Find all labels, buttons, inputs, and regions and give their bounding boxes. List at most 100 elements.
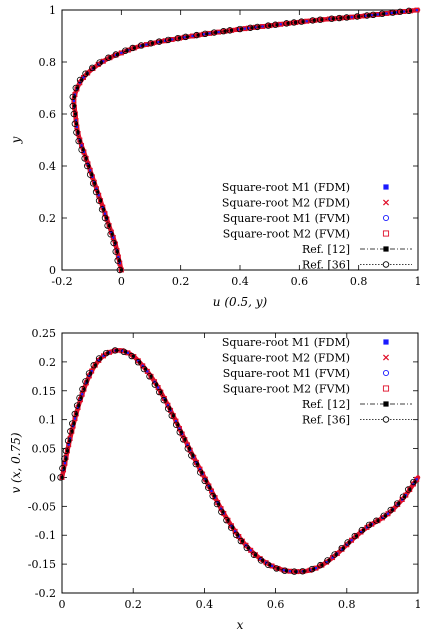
- series-marker-ref12: [231, 526, 235, 530]
- series-marker-m1-fdm: [75, 125, 78, 129]
- series-marker-m1-fdm: [97, 359, 100, 362]
- series-marker-m2-fvm: [106, 223, 112, 229]
- series-marker-m2-fvm: [131, 45, 137, 51]
- series-marker-m1-fdm: [217, 31, 220, 34]
- series-marker-m1-fdm: [210, 489, 213, 493]
- series-marker-ref12: [78, 139, 82, 143]
- series-marker-ref12: [275, 23, 279, 27]
- series-marker-m1-fdm: [259, 557, 262, 560]
- series-marker-m1-fdm: [191, 34, 194, 38]
- series-marker-ref12: [171, 414, 175, 418]
- series-marker-m1-fdm: [174, 420, 178, 423]
- series-marker-m1-fdm: [139, 44, 142, 48]
- legend-marker: [382, 369, 390, 377]
- series-marker-ref12: [76, 131, 80, 134]
- series-marker-m2-fvm: [115, 254, 121, 260]
- series-marker-m1-fdm: [102, 354, 105, 357]
- series-marker-m2-fvm: [338, 15, 344, 21]
- series-marker-m2-fvm: [285, 20, 291, 26]
- series-marker-ref12: [339, 16, 343, 20]
- series-marker-m1-fdm: [415, 478, 418, 481]
- series-marker-ref12: [149, 374, 153, 378]
- legend-marker: [383, 401, 389, 407]
- series-marker-m2-fvm: [257, 556, 263, 562]
- series-marker-m2-fvm: [92, 362, 98, 368]
- x-tick-label: 0.6: [291, 275, 309, 288]
- series-marker-m1-fdm: [103, 212, 107, 215]
- series-marker-m1-fdm: [118, 261, 121, 265]
- series-marker-m1-fdm: [365, 526, 369, 529]
- series-marker-ref12: [204, 479, 208, 483]
- series-marker-m2-fvm: [319, 562, 325, 568]
- legend-marker: [382, 385, 390, 392]
- x-tick-label: 1: [415, 598, 422, 611]
- series-marker-ref12: [144, 367, 147, 371]
- series-marker-m2-fvm: [195, 32, 201, 38]
- x-tick-label: 0.2: [172, 275, 190, 288]
- series-marker-ref12: [320, 563, 324, 567]
- series-marker-ref12: [74, 412, 78, 416]
- series-marker-ref12: [346, 16, 350, 19]
- series-marker-ref12: [408, 9, 412, 13]
- series-marker-m2-fvm: [278, 21, 284, 27]
- legend-label: Square-root M1 (FDM): [222, 336, 350, 349]
- series-marker-m2-fvm: [71, 98, 77, 104]
- series-marker-m2-fvm: [358, 529, 364, 535]
- series-marker-m2-fvm: [267, 23, 273, 29]
- series-marker-ref12: [257, 25, 261, 29]
- legend-label: Ref. [12]: [302, 398, 350, 411]
- series-marker-ref12: [179, 430, 183, 434]
- series-marker-ref12: [217, 502, 220, 506]
- series-marker-m1-fdm: [82, 76, 85, 79]
- series-marker-ref12: [354, 534, 358, 538]
- series-marker-ref12: [187, 447, 191, 450]
- series-marker-ref12: [84, 157, 88, 160]
- legend-label: Square-root M1 (FVM): [223, 212, 350, 225]
- series-marker-ref12: [77, 404, 81, 407]
- series-marker-m1-fdm: [385, 12, 388, 15]
- legend-label: Ref. [12]: [302, 243, 350, 256]
- y-tick-label: 0.05: [32, 443, 57, 456]
- series-marker-ref12: [382, 12, 386, 16]
- series-marker-m1-fdm: [90, 370, 93, 373]
- series-marker-m2-fvm: [170, 413, 176, 419]
- series-marker-m2-fvm: [119, 348, 125, 354]
- series-marker-m1-fdm: [254, 26, 257, 29]
- series-marker-ref12: [312, 19, 316, 22]
- x-tick-label: 0: [118, 275, 125, 288]
- series-marker-ref12: [400, 10, 403, 14]
- series-marker-ref12: [117, 259, 121, 262]
- legend-marker: [382, 199, 390, 206]
- y-axis-label: y: [9, 136, 23, 144]
- series-marker-m2-fvm: [148, 373, 154, 379]
- series-marker-ref12: [115, 349, 118, 352]
- series-marker-m2-fvm: [66, 442, 72, 448]
- series-marker-m1-fdm: [73, 417, 77, 420]
- series-marker-m1-fdm: [282, 569, 286, 572]
- series-marker-ref12: [113, 241, 117, 245]
- series-marker-ref12: [334, 553, 338, 556]
- series-marker-m2-fvm: [69, 428, 75, 434]
- series-marker-m1-fdm: [404, 494, 407, 497]
- series-marker-m2-fvm: [356, 14, 362, 19]
- series-marker-m2-fvm: [225, 517, 231, 523]
- legend-label: Ref. [36]: [302, 259, 350, 272]
- series-marker-m1-fdm: [328, 17, 331, 21]
- series-marker-ref12: [178, 36, 181, 40]
- y-tick-label: 0.25: [32, 327, 57, 340]
- legend-marker: [383, 246, 389, 252]
- x-tick-label: 0.8: [338, 598, 356, 611]
- series-marker-ref12: [236, 533, 239, 537]
- series-marker-m2-fvm: [414, 7, 420, 13]
- series-marker-ref12: [141, 44, 145, 47]
- series-marker-m1-fdm: [110, 230, 113, 234]
- x-tick-label: -0.2: [51, 275, 72, 288]
- series-marker-m1-fdm: [249, 549, 252, 552]
- series-marker-m2-fvm: [275, 565, 281, 571]
- series-marker-m1-fdm: [234, 530, 237, 533]
- series-marker-ref12: [341, 546, 345, 550]
- series-marker-ref12: [99, 61, 103, 64]
- series-marker-ref12: [93, 181, 97, 185]
- chart-v-profile: 0 0.2 0.4 0.6 0.8 1 -0.2 -0.15 -0.1 -0.05 0 0.05 0.1…: [9, 327, 422, 632]
- series-marker-m2-fvm: [59, 474, 65, 480]
